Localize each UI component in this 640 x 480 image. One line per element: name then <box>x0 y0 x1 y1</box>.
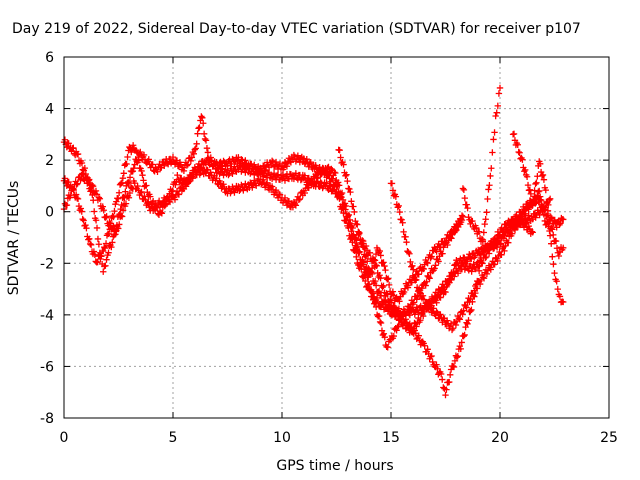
point-markers <box>355 213 536 336</box>
x-tick-label: 25 <box>600 430 618 446</box>
y-tick-label: -8 <box>40 411 54 427</box>
point-markers <box>509 130 567 306</box>
x-tick-label: 10 <box>273 430 291 446</box>
x-tick-label: 15 <box>382 430 400 446</box>
y-tick-label: 6 <box>45 50 54 66</box>
y-tick-label: -2 <box>40 256 54 272</box>
y-tick-label: 2 <box>45 153 54 169</box>
y-tick-label: 0 <box>45 205 54 221</box>
axis-ticks: 0 5 10 15 20 25 -8 -6 -4 -2 0 2 4 6 <box>40 50 618 446</box>
plot-frame <box>63 56 610 419</box>
series-trace-7 <box>509 130 567 306</box>
x-tick-label: 20 <box>491 430 509 446</box>
x-axis-label: GPS time / hours <box>276 458 393 474</box>
y-tick-label: 4 <box>45 102 54 118</box>
y-tick-label: -4 <box>40 308 54 324</box>
chart-title: Day 219 of 2022, Sidereal Day-to-day VTE… <box>12 21 581 37</box>
x-tick-label: 5 <box>169 430 178 446</box>
x-tick-label: 0 <box>60 430 69 446</box>
data-points <box>60 84 567 399</box>
y-tick-label: -6 <box>40 359 54 375</box>
y-axis-label: SDTVAR / TECUs <box>6 181 22 296</box>
series-trace-8 <box>355 213 536 336</box>
grid-lines <box>64 57 609 418</box>
